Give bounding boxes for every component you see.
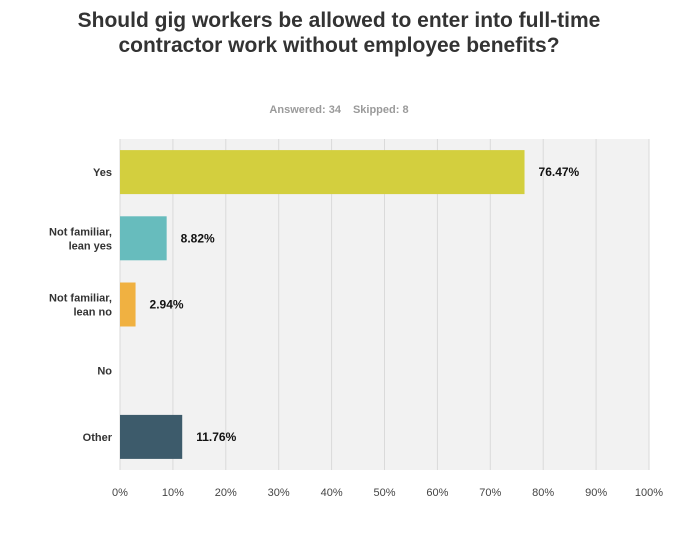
category-label: Yes: [93, 167, 112, 179]
x-tick-label: 10%: [162, 487, 184, 499]
chart-title: Should gig workers be allowed to enter i…: [77, 9, 601, 57]
value-label: 76.47%: [539, 165, 580, 179]
category-label: Other: [83, 432, 113, 444]
x-tick-label: 20%: [215, 487, 237, 499]
value-label: 11.76%: [196, 430, 236, 444]
bar: [120, 216, 167, 261]
response-stats: Answered: 34 Skipped: 8: [0, 104, 678, 116]
x-tick-label: 30%: [268, 487, 290, 499]
category-label: Not familiar,: [49, 293, 112, 305]
category-label: lean no: [73, 307, 112, 319]
x-tick-label: 0%: [112, 487, 128, 499]
x-tick-label: 70%: [479, 487, 501, 499]
x-tick-label: 50%: [373, 487, 395, 499]
value-label: 2.94%: [150, 298, 184, 312]
x-tick-label: 60%: [426, 487, 448, 499]
category-label: lean yes: [69, 240, 112, 252]
category-label: Not familiar,: [49, 226, 112, 238]
x-tick-label: 40%: [321, 487, 343, 499]
skipped-count: Skipped: 8: [352, 104, 409, 116]
x-tick-label: 80%: [532, 487, 554, 499]
value-label: 8.82%: [181, 231, 215, 245]
bar: [120, 414, 183, 459]
bar: [120, 282, 136, 327]
x-tick-label: 100%: [635, 487, 663, 499]
answered-count: Answered: 34: [269, 104, 341, 116]
category-label: No: [97, 366, 112, 378]
bar: [120, 150, 525, 195]
x-tick-label: 90%: [585, 487, 607, 499]
